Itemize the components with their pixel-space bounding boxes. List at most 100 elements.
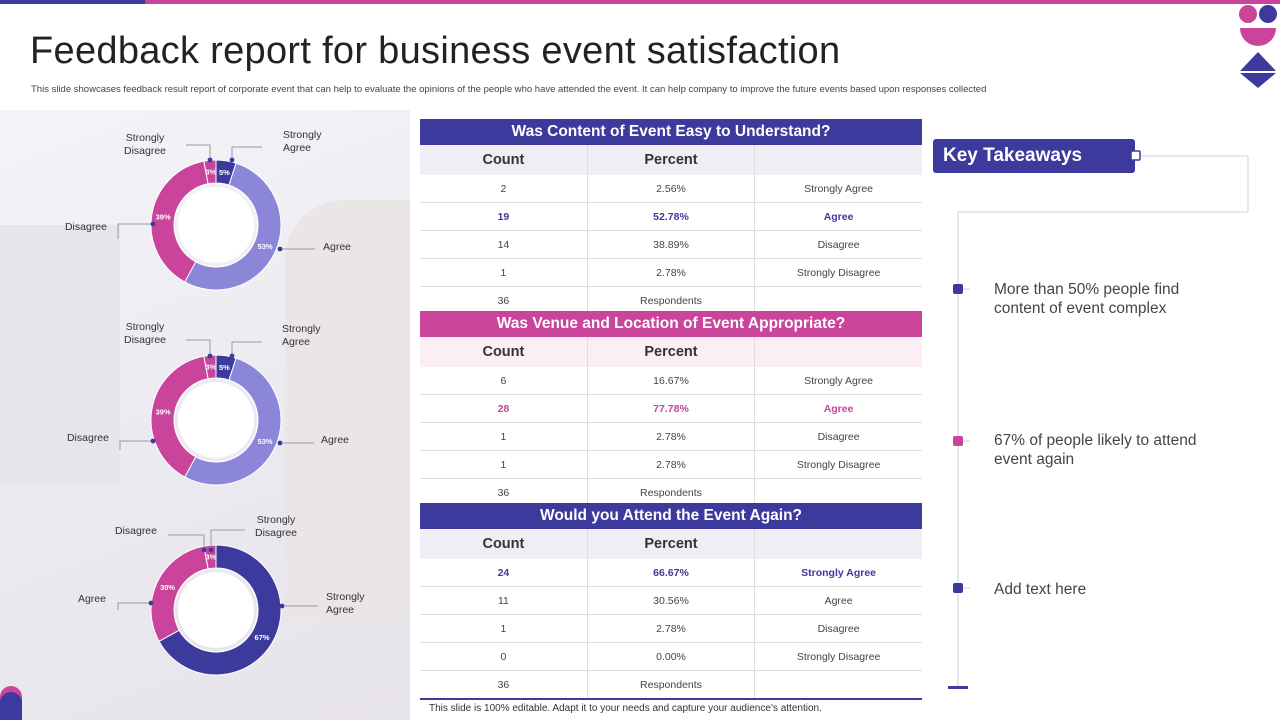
table-cell: 1 (420, 422, 588, 451)
table-cell: 2 (420, 175, 588, 203)
table-cell: Strongly Disagree (754, 450, 922, 479)
callout-dot (229, 157, 235, 163)
table-row: 0 0.00% Strongly Disagree (420, 642, 922, 671)
table-cell: 1 (420, 450, 588, 479)
donut-slice-label: 5% (219, 363, 230, 372)
callout-dot (148, 600, 154, 606)
attend-table: Would you Attend the Event Again? Count Pe… (420, 503, 922, 700)
table-cell: Agree (754, 202, 922, 231)
corner-decoration-icon (0, 686, 22, 720)
table-cell: 2.78% (586, 258, 755, 287)
table-cell: Strongly Agree (754, 367, 922, 395)
table-header-cell: Percent (586, 529, 755, 559)
table-cell: 77.78% (586, 394, 755, 423)
table-cell: 52.78% (586, 202, 755, 231)
table-cell: 2.78% (586, 614, 755, 643)
table-cell: 2.78% (586, 422, 755, 451)
table-row: 11 30.56% Agree (420, 586, 922, 615)
table-header-cell (754, 529, 922, 559)
table-header-cell (754, 145, 922, 175)
table-cell: 11 (420, 586, 588, 615)
donut-slice-label: 53% (258, 437, 273, 446)
table-cell: 24 (420, 559, 588, 587)
table-header-cell (754, 337, 922, 367)
callout-line (168, 534, 205, 550)
donut-charts: 5% 53% 39% 3% Strongly Agree Agree Disagree Stro… (65, 129, 365, 676)
donut-chart-1: 5% 53% 39% 3% Strongly Agree Agree Disagree Stro… (65, 129, 351, 291)
callout-dot (201, 547, 207, 553)
table-cell: Disagree (754, 614, 922, 643)
table-row: 24 66.67% Strongly Agree (420, 559, 922, 587)
table-row: 14 38.89% Disagree (420, 230, 922, 259)
donut-slice-label: 3% (206, 168, 217, 177)
table-cell: Strongly Agree (754, 559, 922, 587)
table-title: Was Venue and Location of Event Appropri… (420, 311, 922, 337)
callout-label: Disagree (67, 432, 109, 444)
callout-label: Agree (321, 434, 349, 446)
table-title: Would you Attend the Event Again? (420, 503, 922, 529)
callout-label: Strongly Disagree (124, 321, 166, 346)
table-cell: 1 (420, 258, 588, 287)
table-title: Was Content of Event Easy to Understand? (420, 119, 922, 145)
callout-line (186, 339, 211, 356)
table-cell: Strongly Disagree (754, 258, 922, 287)
table-cell: 6 (420, 367, 588, 395)
donut-slice-label: 3% (206, 553, 217, 562)
callout-label: Strongly Agree (326, 591, 365, 616)
table-cell (754, 670, 922, 700)
venue-table: Was Venue and Location of Event Appropri… (420, 311, 922, 508)
table-cell: Respondents (586, 286, 755, 316)
table-row: 28 77.78% Agree (420, 394, 922, 423)
brand-logo-icon (1239, 5, 1277, 88)
callout-label: Agree (323, 241, 351, 253)
callout-label: Strongly Agree (282, 323, 321, 348)
top-accent-bar (0, 0, 1280, 4)
donut-slice-label: 3% (206, 363, 217, 372)
callout-dot (150, 221, 156, 227)
table-header-cell: Percent (586, 145, 755, 175)
donut-hole (178, 382, 254, 458)
top-accent-bar-dark (0, 0, 145, 4)
table-cell: 66.67% (586, 559, 755, 587)
donut-hole (178, 572, 254, 648)
table-header-cell: Count (482, 536, 525, 552)
table-cell: Respondents (586, 670, 755, 700)
takeaway-item-1: More than 50% people find content of eve… (994, 281, 1180, 317)
callout-dot (229, 353, 235, 359)
callout-dot (150, 438, 156, 444)
table-cell: 2.78% (586, 450, 755, 479)
callout-label: Disagree (115, 525, 157, 537)
donut-slice-label: 39% (156, 408, 171, 417)
table-cell: Respondents (586, 478, 755, 508)
table-row: 1 2.78% Strongly Disagree (420, 258, 922, 287)
callout-label: Strongly Disagree (124, 132, 166, 157)
table-cell: 0.00% (586, 642, 755, 671)
table-cell (754, 478, 922, 508)
table-cell: 0 (420, 642, 588, 671)
table-cell: 36 (420, 286, 588, 316)
table-cell: 28 (420, 394, 588, 423)
table-cell: Disagree (754, 230, 922, 259)
table-row: 1 2.78% Disagree (420, 614, 922, 643)
callout-line (117, 602, 151, 610)
donut-slice-label: 30% (160, 583, 175, 592)
table-cell: 30.56% (586, 586, 755, 615)
table-cell: 38.89% (586, 230, 755, 259)
callout-line (231, 146, 262, 160)
donut-slice-label: 5% (219, 168, 230, 177)
donut-slice (184, 162, 282, 291)
table-cell: Agree (754, 586, 922, 615)
background-photo-person (285, 200, 410, 620)
table-row: 6 16.67% Strongly Agree (420, 367, 922, 395)
table-row: 1 2.78% Strongly Disagree (420, 450, 922, 479)
callout-line (117, 223, 153, 239)
donut-slice-label: 53% (258, 242, 273, 251)
callout-dot (277, 246, 283, 252)
table-cell: Agree (754, 394, 922, 423)
donut-chart-3: 67% 30% 3% Strongly Agree Agree Disagree Strong… (78, 514, 365, 676)
callout-line (186, 144, 211, 160)
takeaway-bullet-2-icon (953, 436, 963, 446)
table-cell: 19 (420, 202, 588, 231)
callout-dot (207, 353, 213, 359)
donut-slice (184, 357, 282, 486)
